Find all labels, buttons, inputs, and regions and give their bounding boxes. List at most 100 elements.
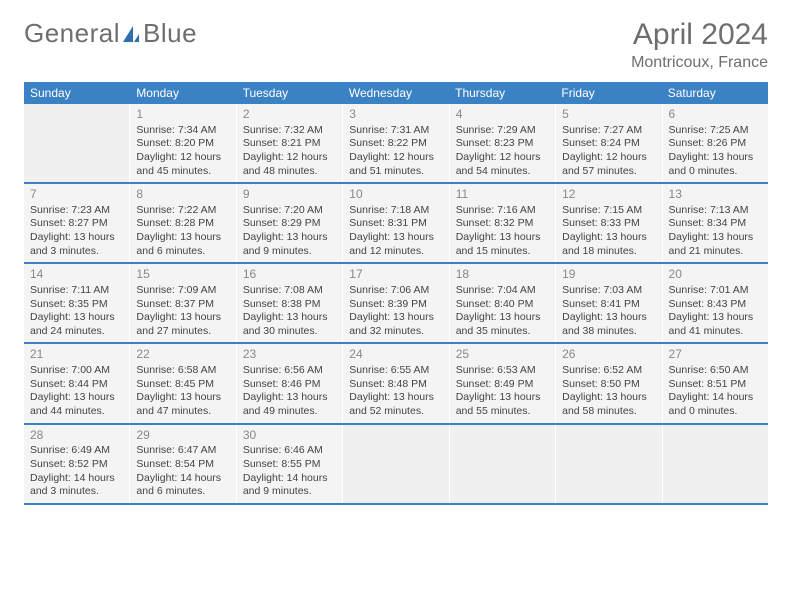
day-number: 23 xyxy=(243,347,336,363)
sunrise-line: Sunrise: 6:49 AM xyxy=(30,444,123,458)
sunset-line: Sunset: 8:39 PM xyxy=(349,298,442,312)
daylight-line: Daylight: 12 hours and 57 minutes. xyxy=(562,151,655,178)
header: General Blue April 2024 Montricoux, Fran… xyxy=(24,18,768,72)
sunset-line: Sunset: 8:48 PM xyxy=(349,378,442,392)
sunrise-line: Sunrise: 7:18 AM xyxy=(349,204,442,218)
day-cell: 21Sunrise: 7:00 AMSunset: 8:44 PMDayligh… xyxy=(24,344,130,422)
sunrise-line: Sunrise: 7:08 AM xyxy=(243,284,336,298)
daylight-line: Daylight: 13 hours and 27 minutes. xyxy=(136,311,229,338)
calendar-weeks: 1Sunrise: 7:34 AMSunset: 8:20 PMDaylight… xyxy=(24,104,768,505)
daylight-line: Daylight: 14 hours and 3 minutes. xyxy=(30,472,123,499)
sunrise-line: Sunrise: 6:58 AM xyxy=(136,364,229,378)
week-row: 14Sunrise: 7:11 AMSunset: 8:35 PMDayligh… xyxy=(24,264,768,344)
daylight-line: Daylight: 13 hours and 38 minutes. xyxy=(562,311,655,338)
sunrise-line: Sunrise: 7:22 AM xyxy=(136,204,229,218)
daylight-line: Daylight: 12 hours and 54 minutes. xyxy=(456,151,549,178)
day-number: 24 xyxy=(349,347,442,363)
day-number: 10 xyxy=(349,187,442,203)
day-cell: 15Sunrise: 7:09 AMSunset: 8:37 PMDayligh… xyxy=(130,264,236,342)
logo-text-2: Blue xyxy=(143,18,197,49)
sunrise-line: Sunrise: 7:06 AM xyxy=(349,284,442,298)
weekday-header: Friday xyxy=(555,82,661,104)
day-number: 7 xyxy=(30,187,123,203)
day-cell-empty xyxy=(450,425,556,503)
day-cell: 13Sunrise: 7:13 AMSunset: 8:34 PMDayligh… xyxy=(663,184,768,262)
day-cell: 12Sunrise: 7:15 AMSunset: 8:33 PMDayligh… xyxy=(556,184,662,262)
sunrise-line: Sunrise: 6:55 AM xyxy=(349,364,442,378)
day-number: 29 xyxy=(136,428,229,444)
logo-sail-icon xyxy=(121,24,141,44)
sunrise-line: Sunrise: 7:00 AM xyxy=(30,364,123,378)
sunrise-line: Sunrise: 7:11 AM xyxy=(30,284,123,298)
sunset-line: Sunset: 8:24 PM xyxy=(562,137,655,151)
day-cell: 26Sunrise: 6:52 AMSunset: 8:50 PMDayligh… xyxy=(556,344,662,422)
sunset-line: Sunset: 8:49 PM xyxy=(456,378,549,392)
day-number: 21 xyxy=(30,347,123,363)
day-cell: 19Sunrise: 7:03 AMSunset: 8:41 PMDayligh… xyxy=(556,264,662,342)
daylight-line: Daylight: 12 hours and 45 minutes. xyxy=(136,151,229,178)
daylight-line: Daylight: 13 hours and 21 minutes. xyxy=(669,231,762,258)
day-cell-empty xyxy=(663,425,768,503)
day-number: 1 xyxy=(136,107,229,123)
sunset-line: Sunset: 8:44 PM xyxy=(30,378,123,392)
sunrise-line: Sunrise: 7:13 AM xyxy=(669,204,762,218)
day-number: 12 xyxy=(562,187,655,203)
weekday-header-row: SundayMondayTuesdayWednesdayThursdayFrid… xyxy=(24,82,768,104)
day-cell-empty xyxy=(556,425,662,503)
day-number: 19 xyxy=(562,267,655,283)
sunrise-line: Sunrise: 6:47 AM xyxy=(136,444,229,458)
daylight-line: Daylight: 13 hours and 24 minutes. xyxy=(30,311,123,338)
daylight-line: Daylight: 13 hours and 30 minutes. xyxy=(243,311,336,338)
daylight-line: Daylight: 13 hours and 0 minutes. xyxy=(669,151,762,178)
calendar: SundayMondayTuesdayWednesdayThursdayFrid… xyxy=(24,82,768,505)
daylight-line: Daylight: 13 hours and 49 minutes. xyxy=(243,391,336,418)
sunrise-line: Sunrise: 7:25 AM xyxy=(669,124,762,138)
day-number: 18 xyxy=(456,267,549,283)
daylight-line: Daylight: 13 hours and 18 minutes. xyxy=(562,231,655,258)
sunset-line: Sunset: 8:20 PM xyxy=(136,137,229,151)
sunrise-line: Sunrise: 7:34 AM xyxy=(136,124,229,138)
sunset-line: Sunset: 8:23 PM xyxy=(456,137,549,151)
day-number: 20 xyxy=(669,267,762,283)
day-number: 17 xyxy=(349,267,442,283)
sunrise-line: Sunrise: 6:53 AM xyxy=(456,364,549,378)
day-cell: 2Sunrise: 7:32 AMSunset: 8:21 PMDaylight… xyxy=(237,104,343,182)
day-number: 30 xyxy=(243,428,336,444)
daylight-line: Daylight: 14 hours and 6 minutes. xyxy=(136,472,229,499)
sunset-line: Sunset: 8:40 PM xyxy=(456,298,549,312)
day-number: 5 xyxy=(562,107,655,123)
day-number: 3 xyxy=(349,107,442,123)
day-cell: 10Sunrise: 7:18 AMSunset: 8:31 PMDayligh… xyxy=(343,184,449,262)
day-cell: 22Sunrise: 6:58 AMSunset: 8:45 PMDayligh… xyxy=(130,344,236,422)
sunset-line: Sunset: 8:45 PM xyxy=(136,378,229,392)
sunrise-line: Sunrise: 7:32 AM xyxy=(243,124,336,138)
daylight-line: Daylight: 13 hours and 6 minutes. xyxy=(136,231,229,258)
sunset-line: Sunset: 8:37 PM xyxy=(136,298,229,312)
day-number: 11 xyxy=(456,187,549,203)
day-number: 26 xyxy=(562,347,655,363)
day-cell: 17Sunrise: 7:06 AMSunset: 8:39 PMDayligh… xyxy=(343,264,449,342)
sunset-line: Sunset: 8:27 PM xyxy=(30,217,123,231)
day-number: 4 xyxy=(456,107,549,123)
daylight-line: Daylight: 13 hours and 3 minutes. xyxy=(30,231,123,258)
daylight-line: Daylight: 13 hours and 12 minutes. xyxy=(349,231,442,258)
sunrise-line: Sunrise: 7:31 AM xyxy=(349,124,442,138)
sunset-line: Sunset: 8:41 PM xyxy=(562,298,655,312)
weekday-header: Sunday xyxy=(24,82,130,104)
sunrise-line: Sunrise: 7:03 AM xyxy=(562,284,655,298)
sunset-line: Sunset: 8:21 PM xyxy=(243,137,336,151)
sunrise-line: Sunrise: 7:01 AM xyxy=(669,284,762,298)
sunset-line: Sunset: 8:35 PM xyxy=(30,298,123,312)
day-number: 27 xyxy=(669,347,762,363)
day-cell: 25Sunrise: 6:53 AMSunset: 8:49 PMDayligh… xyxy=(450,344,556,422)
weekday-header: Tuesday xyxy=(237,82,343,104)
sunrise-line: Sunrise: 7:20 AM xyxy=(243,204,336,218)
day-cell-empty xyxy=(343,425,449,503)
sunset-line: Sunset: 8:31 PM xyxy=(349,217,442,231)
day-number: 6 xyxy=(669,107,762,123)
day-cell: 20Sunrise: 7:01 AMSunset: 8:43 PMDayligh… xyxy=(663,264,768,342)
daylight-line: Daylight: 13 hours and 9 minutes. xyxy=(243,231,336,258)
weekday-header: Saturday xyxy=(662,82,768,104)
title-block: April 2024 Montricoux, France xyxy=(631,18,768,72)
day-cell: 5Sunrise: 7:27 AMSunset: 8:24 PMDaylight… xyxy=(556,104,662,182)
